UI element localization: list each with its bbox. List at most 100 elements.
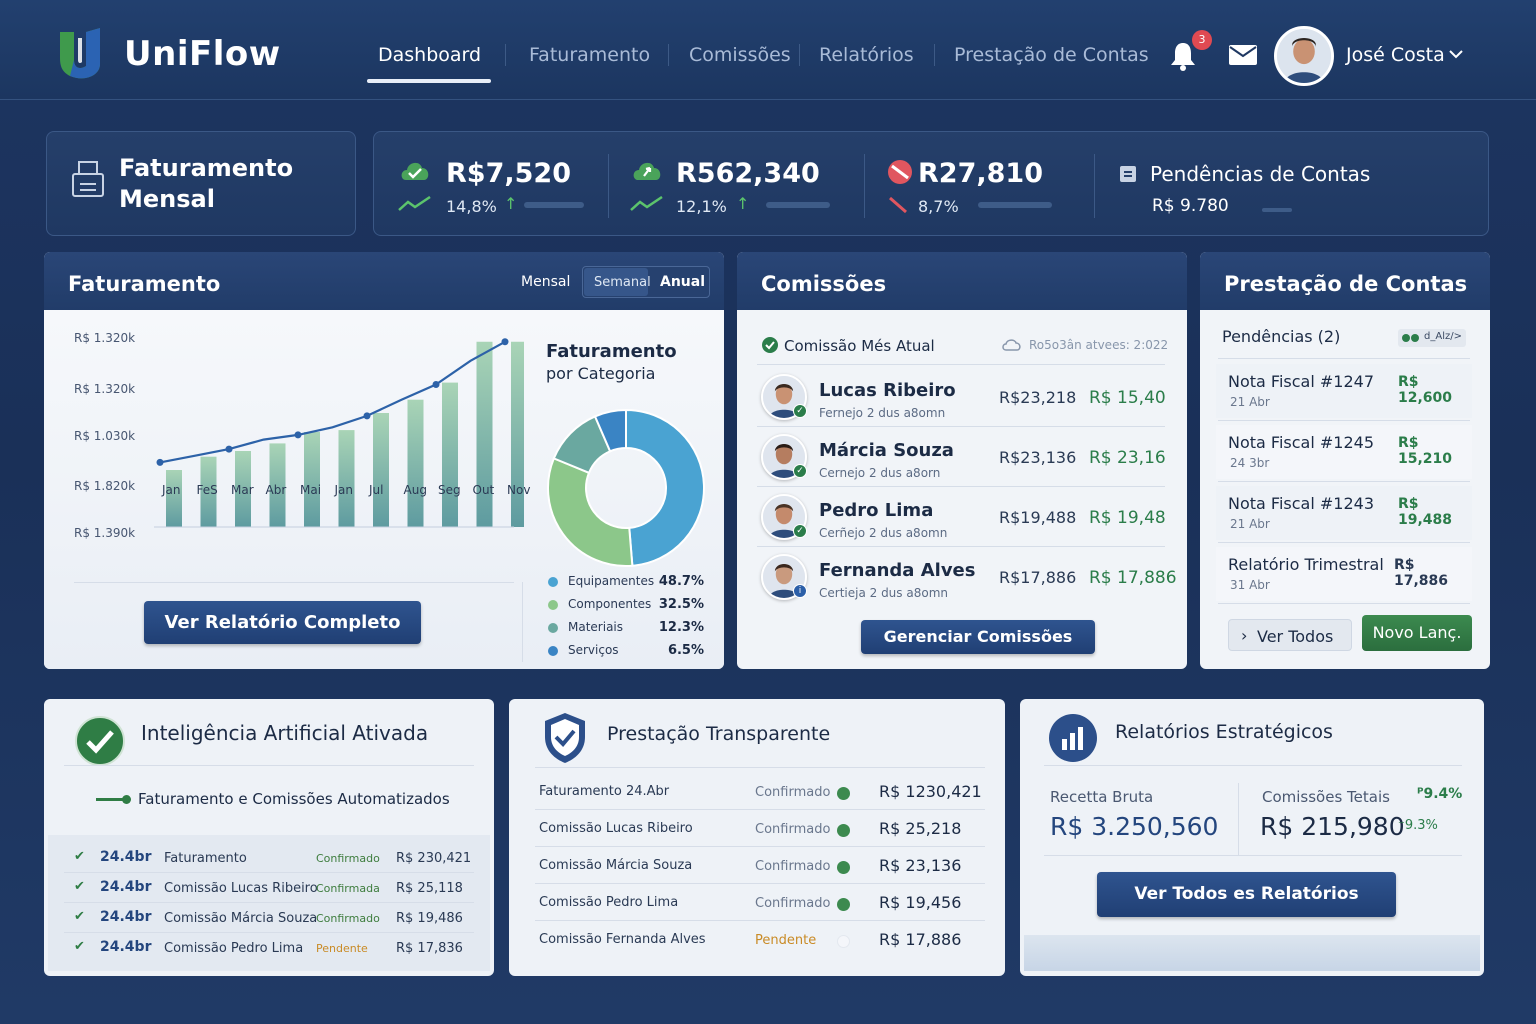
row-divider — [64, 872, 474, 873]
nota-fiscal-item[interactable]: Nota Fiscal #1243 21 Abr R$ 19,488 — [1216, 486, 1472, 540]
nav-comissoes[interactable]: Comissões — [689, 44, 791, 66]
nota-fiscal-date: 21 Abr — [1230, 395, 1270, 409]
transp-row-desc: Faturamento 24.Abr — [539, 784, 670, 799]
bell-icon[interactable] — [1168, 40, 1198, 72]
metrics-strip: R$7,520 14,8% ↑ R562,340 12,1% ↑ R27,810… — [373, 131, 1489, 236]
nota-fiscal-amount: R$ 12,600 — [1398, 374, 1453, 406]
nota-fiscal-item[interactable]: Relatório Trimestral 31 Abr R$ 17,886 — [1216, 547, 1472, 601]
nota-fiscal-amount: R$ 17,886 — [1394, 557, 1449, 589]
toggle-anual[interactable]: Anual — [660, 274, 706, 290]
row-divider — [64, 932, 474, 933]
nota-fiscal-item[interactable]: Nota Fiscal #1245 24 3br R$ 15,210 — [1216, 425, 1472, 479]
status-dot-icon — [837, 861, 850, 874]
user-avatar[interactable] — [1274, 26, 1334, 86]
nav-divider — [799, 44, 800, 66]
row-divider — [1218, 358, 1470, 359]
ver-relatorio-completo-button[interactable]: Ver Relatório Completo — [144, 601, 421, 644]
metric-2-pct: 12,1% — [676, 197, 727, 216]
person-subtitle: Fernejo 2 dus a8omn — [819, 406, 946, 420]
ia-row-desc: Comissão Lucas Ribeiro — [164, 881, 318, 896]
divider — [1238, 783, 1239, 855]
relatorios-panel: Relatórios Estratégicos Recetta Bruta R$… — [1020, 699, 1484, 976]
toggle-semanal[interactable]: Semanal — [594, 275, 651, 290]
ia-panel: Inteligência Artificial Ativada Faturame… — [44, 699, 494, 976]
arrow-up-icon: ↑ — [504, 194, 518, 213]
transp-row-status: Confirmado — [755, 785, 831, 800]
legend-swatch — [548, 577, 558, 587]
transparente-panel: Prestação Transparente Faturamento 24.Ab… — [509, 699, 1005, 976]
donut-slice — [625, 408, 705, 567]
x-axis-label: Abr — [265, 483, 287, 497]
ia-row-desc: Comissão Pedro Lima — [164, 941, 304, 956]
transparente-title: Prestação Transparente — [607, 723, 831, 745]
transp-row-amount: R$ 1230,421 — [879, 782, 982, 801]
ia-row-date: 24.4br — [100, 939, 152, 955]
faint-sparkline — [524, 202, 584, 208]
prestacao-title: Prestação de Contas — [1224, 272, 1468, 296]
nav-relatorios[interactable]: Relatórios — [819, 44, 914, 66]
revenue-bar — [166, 470, 182, 527]
x-axis-label: Seg — [438, 483, 461, 497]
ia-row-amount: R$ 19,486 — [396, 911, 463, 926]
ver-todos-relatorios-button[interactable]: Ver Todos es Relatórios — [1097, 872, 1396, 917]
transp-row-desc: Comissão Pedro Lima — [539, 895, 679, 910]
nota-fiscal-title: Nota Fiscal #1243 — [1228, 494, 1374, 513]
person-subtitle: Cernejo 2 dus a8orn — [819, 466, 941, 480]
legend-swatch — [548, 646, 558, 656]
revenue-bar — [269, 443, 286, 527]
x-axis-label: Jan — [334, 483, 354, 497]
y-axis-label: R$ 1.320k — [74, 382, 136, 396]
check-badge-icon: ✓ — [793, 404, 807, 418]
chevron-right-icon: › — [1241, 626, 1248, 645]
nav-dashboard[interactable]: Dashboard — [378, 44, 482, 66]
metric-1-pct: 14,8% — [446, 197, 497, 216]
nav-prestacao-de-contas[interactable]: Prestação de Contas — [954, 44, 1149, 66]
legend-label: Equipamentes — [568, 574, 655, 588]
transp-row-desc: Comissão Lucas Ribeiro — [539, 821, 693, 836]
user-name[interactable]: José Costa — [1346, 44, 1445, 66]
faint-sparkline — [978, 202, 1052, 208]
pending-tag: d_Alz/> — [1398, 329, 1466, 347]
transp-row-desc: Comissão Fernanda Alves — [539, 932, 706, 947]
nav-faturamento[interactable]: Faturamento — [529, 44, 651, 66]
nota-fiscal-item[interactable]: Nota Fiscal #1247 21 Abr R$ 12,600 — [1216, 364, 1472, 418]
row-divider — [1218, 542, 1470, 543]
connector-line — [96, 798, 124, 801]
commission-value: R$ 23,16 — [1089, 448, 1166, 468]
metric-divider — [1094, 154, 1095, 218]
person-name: Márcia Souza — [819, 440, 954, 461]
ver-todos-button[interactable]: › Ver Todos — [1228, 619, 1352, 651]
status-dot-icon — [837, 935, 850, 948]
chevron-down-icon[interactable] — [1448, 46, 1464, 62]
gerenciar-comissoes-button[interactable]: Gerenciar Comissões — [861, 620, 1095, 654]
row-divider — [64, 765, 474, 766]
revenue-bar-chart — [154, 338, 524, 528]
nota-fiscal-date: 31 Abr — [1230, 578, 1270, 592]
comissao-mes-label: Comissão Més Atual — [784, 337, 935, 355]
faint-sparkline — [1262, 208, 1292, 212]
novo-lancamento-button[interactable]: Novo Lanç. — [1362, 615, 1472, 651]
ia-row-status: Confirmado — [316, 912, 380, 925]
ia-title: Inteligência Artificial Ativada — [141, 721, 429, 745]
relatorios-title: Relatórios Estratégicos — [1115, 721, 1333, 743]
receita-bruta-value: R$ 3.250,560 — [1050, 812, 1219, 841]
row-divider — [757, 426, 1165, 427]
donut-slice — [593, 408, 627, 453]
x-axis-label: Jan — [162, 483, 181, 497]
toggle-mensal[interactable]: Mensal — [521, 274, 571, 290]
printer-icon — [72, 161, 104, 197]
ia-row-amount: R$ 17,836 — [396, 941, 463, 956]
nota-fiscal-title: Nota Fiscal #1247 — [1228, 372, 1374, 391]
ia-row-status: Confirmado — [316, 852, 380, 865]
legend-label: Serviços — [568, 643, 619, 657]
metric-divider — [864, 154, 865, 218]
transp-row-status: Confirmado — [755, 896, 831, 911]
person-avatar[interactable] — [761, 434, 807, 480]
row-divider — [1044, 765, 1462, 766]
panel-divider — [522, 582, 523, 662]
mail-icon[interactable] — [1228, 44, 1258, 66]
donut-title: Faturamento — [546, 341, 677, 362]
row-divider — [535, 767, 985, 768]
arrow-up-icon: ↑ — [736, 194, 750, 213]
check-badge-icon: ✓ — [793, 524, 807, 538]
